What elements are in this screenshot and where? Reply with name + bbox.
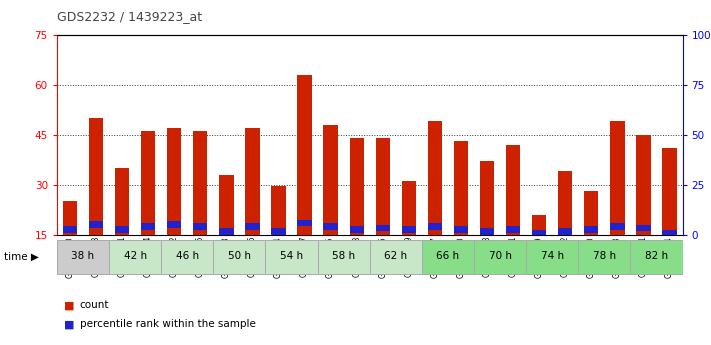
Bar [219, 228, 233, 235]
Bar [350, 138, 364, 235]
Bar [297, 75, 311, 235]
Bar [526, 240, 578, 274]
Bar [584, 226, 599, 233]
Text: 54 h: 54 h [280, 251, 303, 261]
Text: 82 h: 82 h [645, 251, 668, 261]
Bar [428, 121, 442, 235]
Bar [89, 221, 103, 228]
Bar [584, 191, 599, 235]
Text: time ▶: time ▶ [4, 252, 38, 262]
Bar [532, 230, 546, 236]
Bar [506, 145, 520, 235]
Bar [558, 171, 572, 235]
Text: 74 h: 74 h [540, 251, 564, 261]
Text: 42 h: 42 h [124, 251, 146, 261]
Bar [57, 240, 109, 274]
Bar [324, 223, 338, 230]
Bar [578, 240, 631, 274]
Bar [375, 138, 390, 235]
Bar [63, 201, 77, 235]
Text: 78 h: 78 h [593, 251, 616, 261]
Bar [663, 230, 677, 236]
Bar [245, 128, 260, 235]
Bar [109, 240, 161, 274]
Bar [245, 223, 260, 230]
Bar [272, 186, 286, 235]
Text: count: count [80, 300, 109, 310]
Bar [636, 225, 651, 231]
Bar [454, 141, 468, 235]
Bar [610, 121, 624, 235]
Bar [454, 226, 468, 233]
Bar [480, 228, 494, 235]
Bar [558, 228, 572, 235]
Text: ■: ■ [64, 300, 75, 310]
Bar [115, 226, 129, 233]
Bar [402, 181, 416, 235]
Bar [141, 223, 155, 230]
Text: 66 h: 66 h [437, 251, 459, 261]
Text: 62 h: 62 h [384, 251, 407, 261]
Text: 50 h: 50 h [228, 251, 251, 261]
Text: 58 h: 58 h [332, 251, 356, 261]
Bar [610, 223, 624, 230]
Bar [318, 240, 370, 274]
Bar [402, 226, 416, 233]
Bar [167, 221, 181, 228]
Text: ■: ■ [64, 319, 75, 329]
Text: 46 h: 46 h [176, 251, 199, 261]
Bar [141, 131, 155, 235]
Bar [428, 223, 442, 230]
Bar [663, 148, 677, 235]
Bar [167, 128, 181, 235]
Bar [63, 226, 77, 233]
Bar [272, 228, 286, 235]
Bar [265, 240, 318, 274]
Bar [631, 240, 683, 274]
Text: 38 h: 38 h [71, 251, 95, 261]
Bar [532, 215, 546, 235]
Bar [161, 240, 213, 274]
Bar [89, 118, 103, 235]
Bar [506, 226, 520, 233]
Bar [480, 161, 494, 235]
Bar [474, 240, 526, 274]
Bar [324, 125, 338, 235]
Bar [422, 240, 474, 274]
Bar [350, 226, 364, 233]
Text: percentile rank within the sample: percentile rank within the sample [80, 319, 255, 329]
Bar [370, 240, 422, 274]
Bar [213, 240, 265, 274]
Text: GDS2232 / 1439223_at: GDS2232 / 1439223_at [57, 10, 202, 23]
Bar [375, 225, 390, 231]
Bar [297, 219, 311, 226]
Text: 70 h: 70 h [488, 251, 512, 261]
Bar [219, 175, 233, 235]
Bar [193, 131, 208, 235]
Bar [115, 168, 129, 235]
Bar [193, 223, 208, 230]
Bar [636, 135, 651, 235]
